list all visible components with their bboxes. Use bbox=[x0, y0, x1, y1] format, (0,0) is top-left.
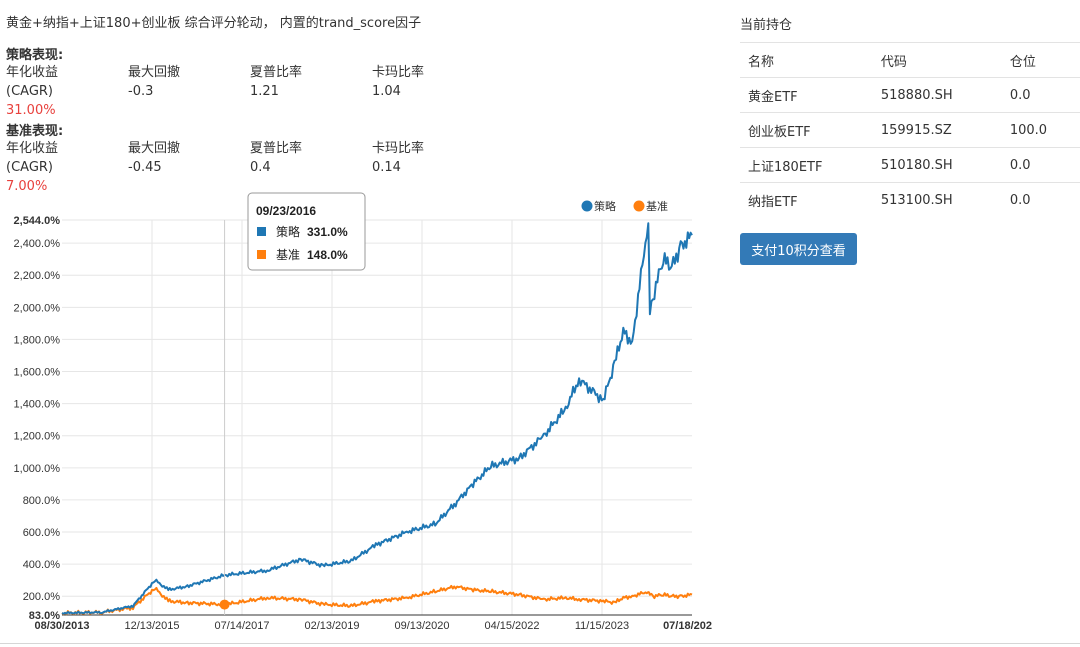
strategy-cagr-value: 31.00% bbox=[6, 103, 56, 118]
y-tick-label: 1,200.0% bbox=[14, 431, 61, 443]
y-tick-label: 1,400.0% bbox=[14, 399, 61, 411]
holding-weight: 100.0 bbox=[1001, 112, 1080, 148]
y-tick-label: 2,200.0% bbox=[14, 270, 61, 282]
holdings-header-name: 名称 bbox=[740, 42, 873, 78]
y-tick-label: 2,000.0% bbox=[14, 302, 61, 314]
strategy-cagr-label-sub: (CAGR) bbox=[6, 84, 53, 99]
x-tick-label: 07/14/2017 bbox=[214, 620, 269, 632]
holding-weight: 0.0 bbox=[1001, 182, 1080, 217]
strategy-sharpe-value: 1.21 bbox=[250, 84, 279, 99]
chart-tooltip: 09/23/2016 策略 331.0% 基准 148.0% bbox=[247, 192, 366, 271]
x-tick-label: 08/30/2013 bbox=[34, 620, 89, 632]
holding-weight: 0.0 bbox=[1001, 147, 1080, 183]
tooltip-strategy-swatch bbox=[257, 227, 266, 236]
x-tick-label: 12/13/2015 bbox=[124, 620, 179, 632]
y-tick-label: 1,800.0% bbox=[14, 334, 61, 346]
legend-benchmark-marker bbox=[633, 200, 645, 212]
holding-name: 创业板ETF bbox=[740, 112, 873, 148]
benchmark-metrics: 年化收益 (CAGR) 7.00% 最大回撤 -0.45 夏普比率 0.4 卡玛… bbox=[6, 139, 706, 199]
holdings-table: 名称 代码 仓位 黄金ETF 518880.SH 0.0 创业板ETF 1599… bbox=[740, 42, 1080, 217]
tooltip-benchmark-value: 148.0% bbox=[307, 248, 348, 262]
x-tick-label: 04/15/2022 bbox=[484, 620, 539, 632]
holdings-header-weight: 仓位 bbox=[1001, 42, 1080, 78]
legend-strategy-label: 策略 bbox=[594, 199, 616, 213]
tooltip-benchmark-name: 基准 bbox=[276, 248, 300, 262]
holdings-header-code: 代码 bbox=[872, 42, 1002, 78]
holding-name: 黄金ETF bbox=[740, 77, 873, 113]
holdings-header-row: 名称 代码 仓位 bbox=[740, 42, 1080, 78]
holding-code: 159915.SZ bbox=[872, 112, 1002, 148]
holding-code: 510180.SH bbox=[872, 147, 1002, 183]
strategy-calmar-label: 卡玛比率 bbox=[372, 65, 425, 80]
x-tick-label: 07/18/202 bbox=[663, 620, 712, 632]
page-title: 黄金+纳指+上证180+创业板 综合评分轮动， 内置的trand_score因子 bbox=[6, 16, 422, 31]
strategy-metrics: 年化收益 (CAGR) 31.00% 最大回撤 -0.3 夏普比率 1.21 卡… bbox=[6, 63, 706, 123]
legend-benchmark-label: 基准 bbox=[646, 200, 668, 213]
y-tick-label: 83.0% bbox=[29, 610, 60, 622]
holding-weight: 0.0 bbox=[1001, 77, 1080, 113]
x-tick-label: 09/13/2020 bbox=[394, 620, 449, 632]
benchmark-series-line bbox=[61, 584, 693, 616]
performance-line-chart[interactable]: 2,544.0% 2,400.0% 2,200.0% 2,000.0% 1,800.0%… bbox=[0, 192, 712, 642]
strategy-mdd-label: 最大回撤 bbox=[128, 65, 181, 80]
y-tick-label: 1,600.0% bbox=[14, 367, 61, 379]
benchmark-hover-point bbox=[219, 599, 230, 610]
strategy-calmar-value: 1.04 bbox=[372, 84, 401, 99]
tooltip-benchmark-swatch bbox=[257, 250, 266, 259]
holding-name: 上证180ETF bbox=[740, 147, 873, 183]
benchmark-sharpe-label: 夏普比率 bbox=[250, 141, 303, 156]
bottom-divider bbox=[0, 643, 1080, 644]
tooltip-strategy-name: 策略 bbox=[276, 224, 300, 239]
table-row: 黄金ETF 518880.SH 0.0 bbox=[740, 77, 1080, 113]
y-tick-label: 800.0% bbox=[23, 495, 61, 507]
benchmark-cagr-label-sub: (CAGR) bbox=[6, 160, 53, 175]
tooltip-strategy-value: 331.0% bbox=[307, 225, 348, 239]
legend-strategy-marker bbox=[581, 200, 593, 212]
benchmark-mdd-label: 最大回撤 bbox=[128, 141, 181, 156]
benchmark-calmar-value: 0.14 bbox=[372, 160, 401, 175]
strategy-series-line bbox=[61, 222, 693, 615]
strategy-mdd-value: -0.3 bbox=[128, 84, 154, 99]
benchmark-cagr-value: 7.00% bbox=[6, 179, 48, 194]
tooltip-date: 09/23/2016 bbox=[256, 204, 316, 218]
pay-to-view-button[interactable]: 支付10积分查看 bbox=[740, 233, 857, 265]
y-tick-label: 1,000.0% bbox=[14, 463, 61, 475]
strategy-section-label: 策略表现: bbox=[6, 48, 64, 63]
benchmark-calmar-label: 卡玛比率 bbox=[372, 141, 425, 156]
benchmark-mdd-value: -0.45 bbox=[128, 160, 162, 175]
holdings-title: 当前持仓 bbox=[740, 18, 793, 33]
holding-name: 纳指ETF bbox=[740, 182, 873, 217]
table-row: 创业板ETF 159915.SZ 100.0 bbox=[740, 112, 1080, 148]
y-tick-label: 600.0% bbox=[23, 527, 61, 539]
table-row: 上证180ETF 510180.SH 0.0 bbox=[740, 147, 1080, 183]
benchmark-cagr-label: 年化收益 bbox=[6, 141, 59, 156]
benchmark-sharpe-value: 0.4 bbox=[250, 160, 271, 175]
y-tick-label: 400.0% bbox=[23, 559, 61, 571]
benchmark-section-label: 基准表现: bbox=[6, 124, 64, 139]
y-tick-label: 200.0% bbox=[23, 591, 61, 603]
x-tick-label: 02/13/2019 bbox=[304, 620, 359, 632]
tooltip-box bbox=[247, 192, 366, 271]
y-tick-label: 2,544.0% bbox=[14, 215, 61, 227]
holding-code: 518880.SH bbox=[872, 77, 1002, 113]
table-row: 纳指ETF 513100.SH 0.0 bbox=[740, 182, 1080, 217]
y-tick-label: 2,400.0% bbox=[14, 238, 61, 250]
strategy-cagr-label: 年化收益 bbox=[6, 65, 59, 80]
x-tick-label: 11/15/2023 bbox=[575, 620, 629, 632]
holding-code: 513100.SH bbox=[872, 182, 1002, 217]
strategy-sharpe-label: 夏普比率 bbox=[250, 65, 303, 80]
